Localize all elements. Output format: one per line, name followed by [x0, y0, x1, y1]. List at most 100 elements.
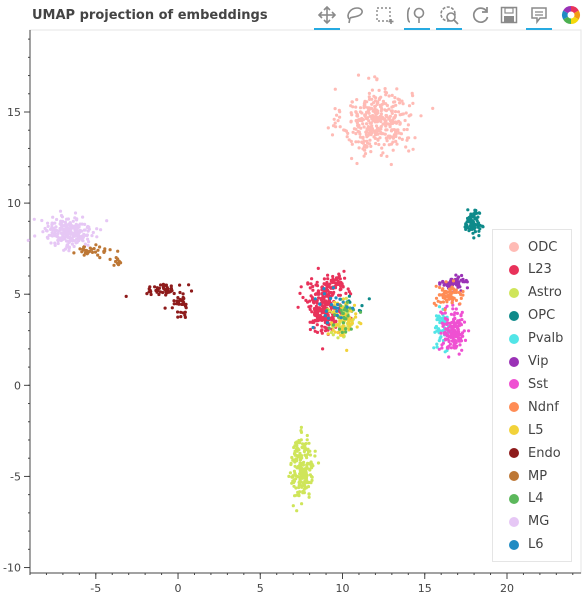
lasso-select-button[interactable] [342, 2, 368, 28]
data-point [340, 330, 344, 334]
legend-item-l23[interactable]: L23 [493, 261, 552, 279]
data-point [440, 311, 444, 315]
legend-item-l5[interactable]: L5 [493, 421, 544, 439]
data-point [300, 485, 304, 489]
data-point [436, 327, 441, 331]
data-point [325, 285, 329, 289]
data-point [303, 446, 307, 450]
data-point [296, 466, 300, 470]
data-point [460, 334, 464, 338]
legend-item-mp[interactable]: MP [493, 467, 547, 485]
data-point [370, 88, 374, 92]
wheel-zoom-button[interactable] [436, 2, 462, 30]
data-point [348, 306, 352, 310]
data-point [343, 276, 347, 280]
data-point [445, 337, 450, 341]
data-point [385, 103, 389, 108]
legend-label: ODC [528, 239, 558, 255]
data-point [299, 472, 303, 476]
data-point [389, 122, 393, 126]
data-point [346, 287, 350, 291]
data-point [437, 339, 441, 343]
save-button[interactable] [496, 2, 522, 28]
data-point [389, 119, 393, 123]
data-point [464, 227, 468, 231]
data-point [336, 306, 340, 310]
legend-item-ndnf[interactable]: Ndnf [493, 398, 559, 416]
legend-item-odc[interactable]: ODC [493, 238, 557, 256]
data-point [49, 241, 53, 245]
legend-item-opc[interactable]: OPC [493, 307, 555, 325]
data-point [335, 113, 339, 117]
data-point [399, 132, 403, 136]
data-point [305, 463, 309, 467]
legend-item-endo[interactable]: Endo [493, 444, 561, 462]
data-point [371, 109, 375, 113]
data-point [292, 445, 296, 450]
data-point [334, 296, 338, 300]
data-point [344, 291, 348, 295]
legend-label: Pvalb [528, 331, 564, 347]
legend-item-mg[interactable]: MG [493, 513, 549, 531]
legend-swatch [509, 310, 519, 321]
hover-tooltip-button[interactable] [526, 2, 552, 30]
data-point [379, 125, 383, 129]
chart-legend[interactable]: ODC L23 Astro OPC Pvalb Vip Sst Ndnf L5 Endo MP L4 M… [492, 229, 572, 562]
data-point [348, 324, 352, 328]
data-point [333, 313, 337, 317]
data-point [326, 277, 330, 281]
data-point [322, 292, 326, 296]
data-point [381, 151, 385, 155]
data-point [443, 311, 447, 315]
data-point [297, 483, 301, 487]
data-point [365, 122, 369, 126]
legend-swatch [509, 356, 519, 367]
data-point [455, 332, 459, 336]
data-point [351, 306, 355, 310]
box-select-button[interactable] [372, 2, 398, 28]
data-point [438, 293, 442, 297]
data-point [305, 433, 309, 438]
data-point [313, 310, 317, 314]
data-point [71, 219, 75, 223]
pan-tool-button[interactable] [314, 2, 340, 30]
data-point [153, 285, 157, 289]
data-point [395, 87, 399, 91]
legend-item-pvalb[interactable]: Pvalb [493, 330, 563, 348]
data-point [372, 101, 376, 105]
reset-button[interactable] [468, 2, 494, 28]
data-point [72, 251, 76, 255]
data-point [86, 237, 90, 241]
data-point [95, 227, 99, 231]
data-point [372, 94, 376, 98]
bokeh-logo-button[interactable] [558, 2, 584, 28]
data-point [320, 318, 324, 322]
data-point [102, 250, 106, 254]
box-zoom-button[interactable] [404, 2, 430, 30]
data-point [181, 292, 185, 296]
data-point [298, 490, 302, 494]
legend-item-vip[interactable]: Vip [493, 353, 548, 371]
data-point [453, 317, 457, 321]
data-point [472, 220, 476, 224]
data-point [352, 127, 356, 131]
data-point [172, 291, 176, 296]
data-point [159, 283, 163, 287]
data-point [444, 290, 448, 294]
data-point [316, 266, 320, 270]
legend-item-l4[interactable]: L4 [493, 490, 544, 508]
legend-item-l6[interactable]: L6 [493, 536, 544, 554]
data-point [364, 133, 368, 137]
legend-item-astro[interactable]: Astro [493, 284, 562, 302]
data-point [405, 127, 409, 132]
data-point [331, 124, 336, 128]
data-point [325, 294, 329, 298]
data-point [449, 289, 453, 294]
data-point [85, 225, 89, 229]
data-point [440, 293, 444, 297]
data-point [362, 102, 366, 106]
data-point [434, 296, 439, 300]
legend-item-sst[interactable]: Sst [493, 375, 548, 393]
data-point [480, 224, 485, 228]
